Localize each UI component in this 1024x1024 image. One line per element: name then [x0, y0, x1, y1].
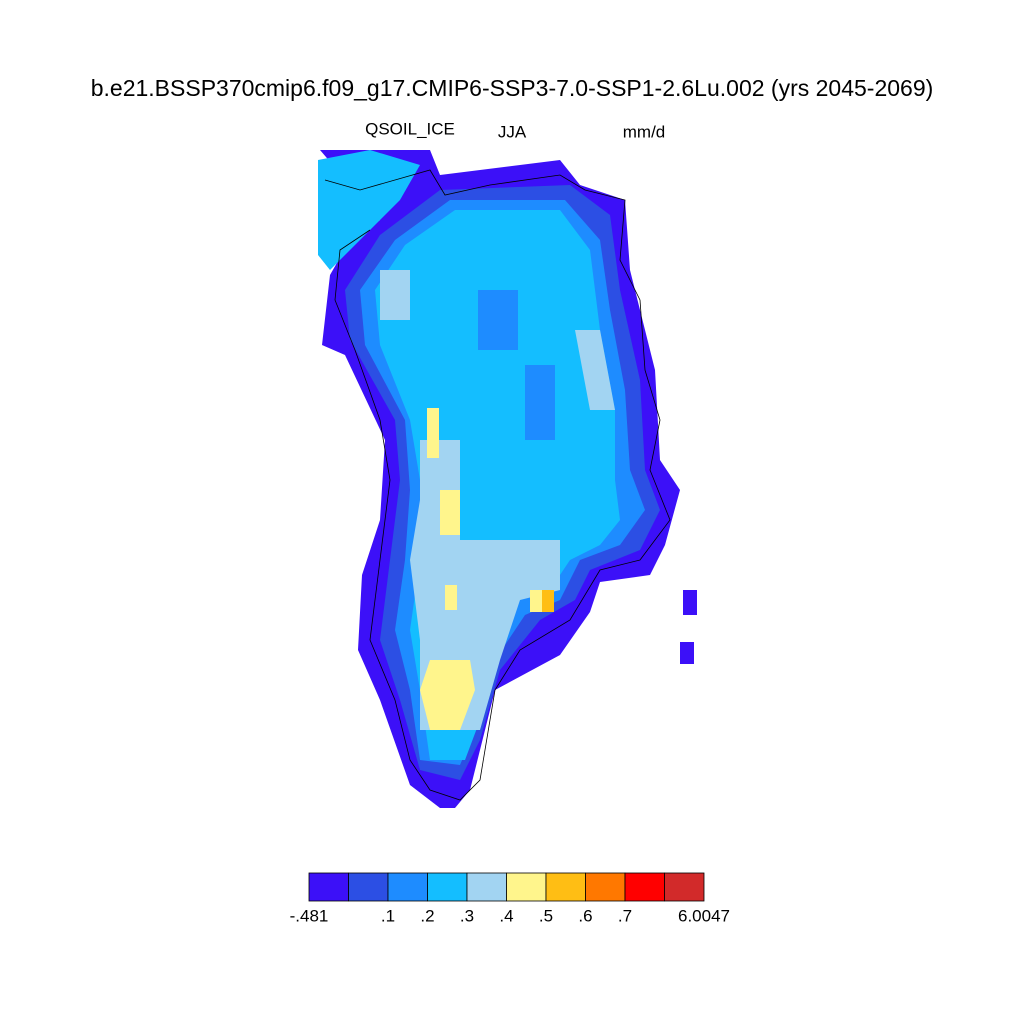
region-orange: [542, 590, 554, 612]
region-yellow: [440, 490, 460, 535]
colorbar-box: [664, 872, 705, 902]
colorbar-box: [585, 872, 626, 902]
region-dark-patch: [525, 365, 555, 440]
variable-label: QSOIL_ICE: [365, 119, 455, 138]
colorbar-label: .4: [499, 906, 513, 925]
colorbar-label: .1: [381, 906, 395, 925]
colorbar-box: [348, 872, 389, 902]
coastline: [324, 169, 671, 801]
colorbar-box: [506, 872, 547, 902]
region-yellow: [445, 585, 457, 610]
colorbar-box: [545, 872, 586, 902]
region-light-east: [575, 330, 615, 410]
region-light-west: [380, 270, 410, 320]
colorbar-box: [466, 872, 507, 902]
colorbar-label: 6.0047: [678, 906, 730, 925]
region-yellow: [420, 660, 475, 730]
island: [683, 590, 697, 615]
colorbar-box: [387, 872, 428, 902]
colorbar-box: [308, 872, 349, 902]
units-label: mm/d: [623, 122, 666, 141]
island: [680, 642, 694, 664]
colorbar-box: [624, 872, 665, 902]
region-yellow: [530, 590, 542, 612]
colorbar: -.481 .1 .2 .3 .4 .5 .6 .7 6.0047: [290, 872, 730, 925]
colorbar-label: -.481: [290, 906, 329, 925]
season-label: JJA: [498, 122, 527, 141]
region-yellow: [427, 408, 439, 458]
colorbar-label: .2: [420, 906, 434, 925]
title: b.e21.BSSP370cmip6.f09_g17.CMIP6-SSP3-7.…: [91, 75, 934, 101]
colorbar-label: .6: [578, 906, 592, 925]
colorbar-label: .7: [618, 906, 632, 925]
colorbar-label: .5: [539, 906, 553, 925]
colorbar-label: .3: [460, 906, 474, 925]
colorbar-box: [427, 872, 468, 902]
region-dark-patch: [478, 290, 518, 350]
map: [318, 150, 697, 808]
